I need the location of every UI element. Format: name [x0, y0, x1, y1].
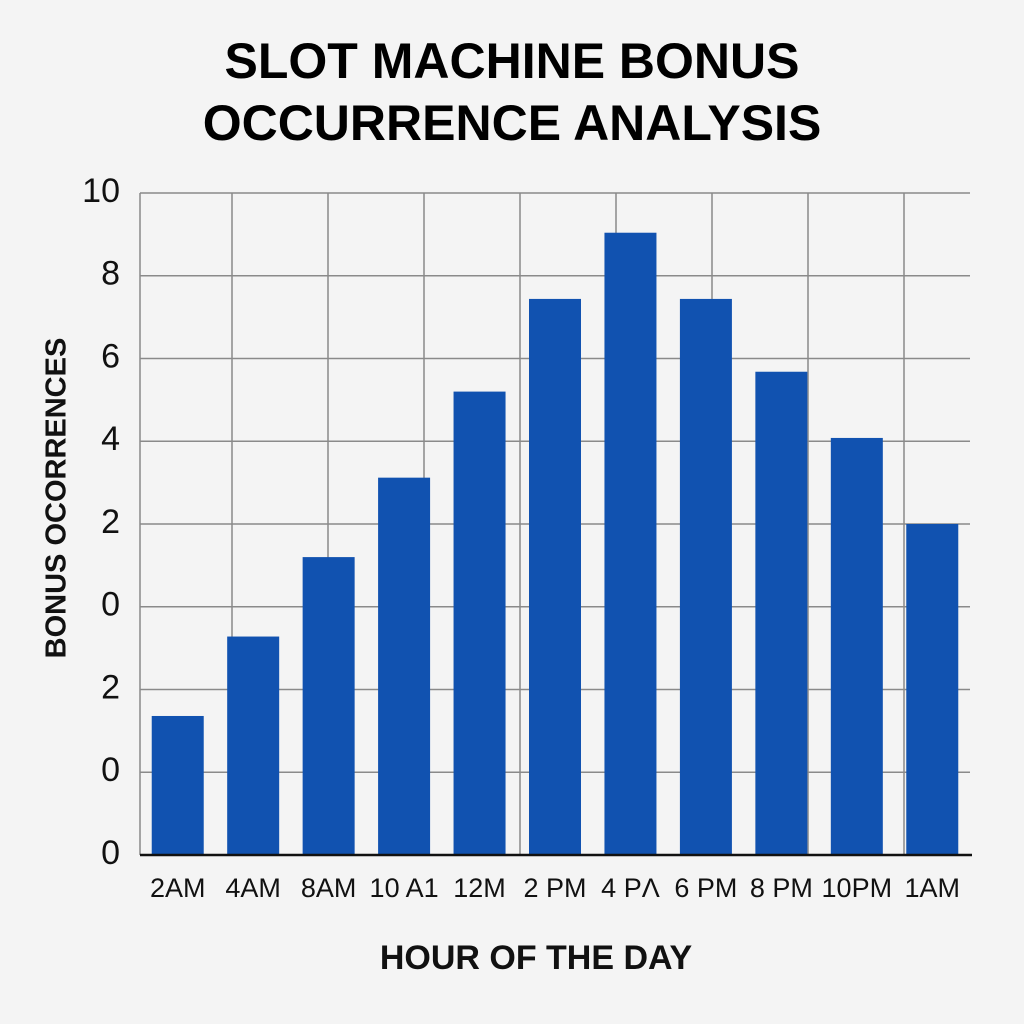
bar [906, 524, 959, 855]
bar [604, 232, 657, 856]
bar [453, 391, 506, 855]
x-tick-label: 8 PM [750, 873, 813, 903]
bar [679, 298, 732, 855]
y-tick-label: 4 [101, 420, 120, 458]
x-tick-label: 2AM [150, 873, 206, 903]
x-tick-label: 10PM [822, 873, 893, 903]
bar [151, 715, 204, 855]
x-tick-label: 1AM [905, 873, 961, 903]
y-tick-label: 0 [101, 586, 120, 624]
x-tick-label: 6 PM [674, 873, 737, 903]
y-tick-label: 10 [82, 172, 120, 210]
x-tick-label: 2 PM [523, 873, 586, 903]
bar [227, 636, 280, 855]
bar [830, 437, 883, 855]
chart-title: SLOT MACHINE BONUS OCCURRENCE ANALYSIS [202, 33, 822, 151]
bar [755, 371, 808, 855]
y-tick-label: 8 [101, 255, 120, 293]
x-tick-label: 4AM [225, 873, 281, 903]
y-tick-label: 2 [101, 503, 120, 541]
bar [302, 557, 355, 855]
bar [378, 477, 431, 855]
x-tick-label: 8AM [301, 873, 357, 903]
y-tick-label: 0 [101, 751, 120, 789]
y-axis-label: BONUS OCORRENCES [41, 338, 73, 659]
x-tick-label: 4 PΛ [601, 873, 660, 903]
y-tick-label: 6 [101, 337, 120, 375]
x-tick-label: 10 A1 [370, 873, 439, 903]
x-tick-label: 12M [453, 873, 506, 903]
y-tick-label: 0 [101, 834, 120, 872]
y-tick-label: 2 [101, 668, 120, 706]
x-axis-label: HOUR OF THE DAY [380, 939, 693, 977]
bar [529, 298, 581, 855]
